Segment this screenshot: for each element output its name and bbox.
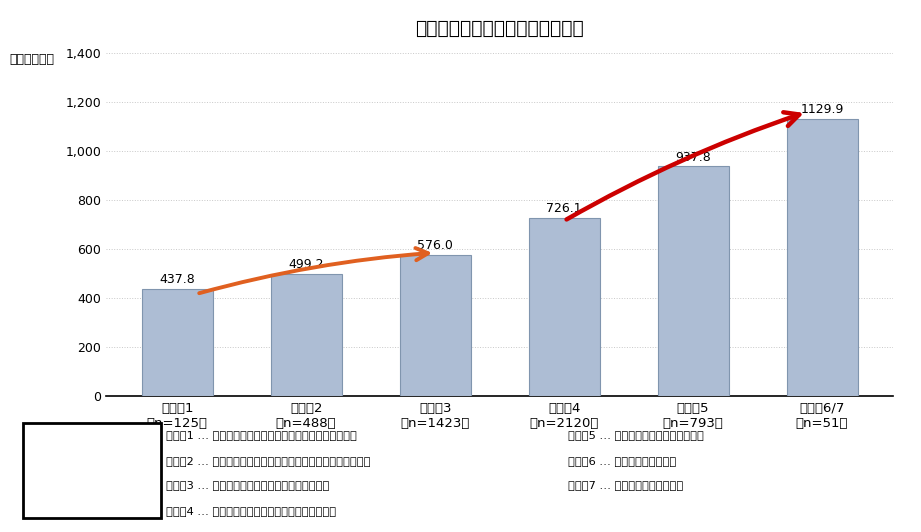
Text: レベル7 … 国際的に著名なレベル: レベル7 … 国際的に著名なレベル (568, 480, 683, 491)
Title: スキル標準レベル別の年収の平均: スキル標準レベル別の年収の平均 (415, 19, 584, 38)
Text: レベル4 … 部下を指導できるチームリーダーレベル: レベル4 … 部下を指導できるチームリーダーレベル (166, 506, 336, 516)
Bar (271, 274, 342, 396)
Bar (658, 167, 729, 396)
Text: 576.0: 576.0 (417, 239, 453, 252)
Text: 437.8: 437.8 (159, 273, 195, 286)
Bar (529, 218, 600, 396)
Bar (787, 119, 857, 396)
Text: 499.2: 499.2 (288, 258, 324, 271)
Bar (400, 255, 471, 396)
Text: 1129.9: 1129.9 (800, 103, 844, 117)
Text: レベル1 … 新人・初級者レベル／仕事に慣れ始めたレベル: レベル1 … 新人・初級者レベル／仕事に慣れ始めたレベル (166, 430, 356, 440)
FancyBboxPatch shape (23, 423, 161, 518)
Bar (142, 289, 213, 396)
Text: 726.1: 726.1 (546, 203, 582, 215)
Text: レベル6 … 国内で著名なレベル: レベル6 … 国内で著名なレベル (568, 456, 676, 466)
Text: 937.8: 937.8 (675, 151, 711, 163)
Text: レベル説明: レベル説明 (74, 481, 111, 494)
Text: レベル3 … 独立して仕事ができる中堅人材レベル: レベル3 … 独立して仕事ができる中堅人材レベル (166, 480, 329, 491)
Text: 本調査における: 本調査における (66, 447, 119, 461)
Text: レベル2 … 上位者の指導のもとに仕事ができる若手人材レベル: レベル2 … 上位者の指導のもとに仕事ができる若手人材レベル (166, 456, 370, 466)
Text: 年収（万円）: 年収（万円） (9, 53, 54, 66)
Text: レベル5 … 社内での指導者・幹部レベル: レベル5 … 社内での指導者・幹部レベル (568, 430, 704, 440)
